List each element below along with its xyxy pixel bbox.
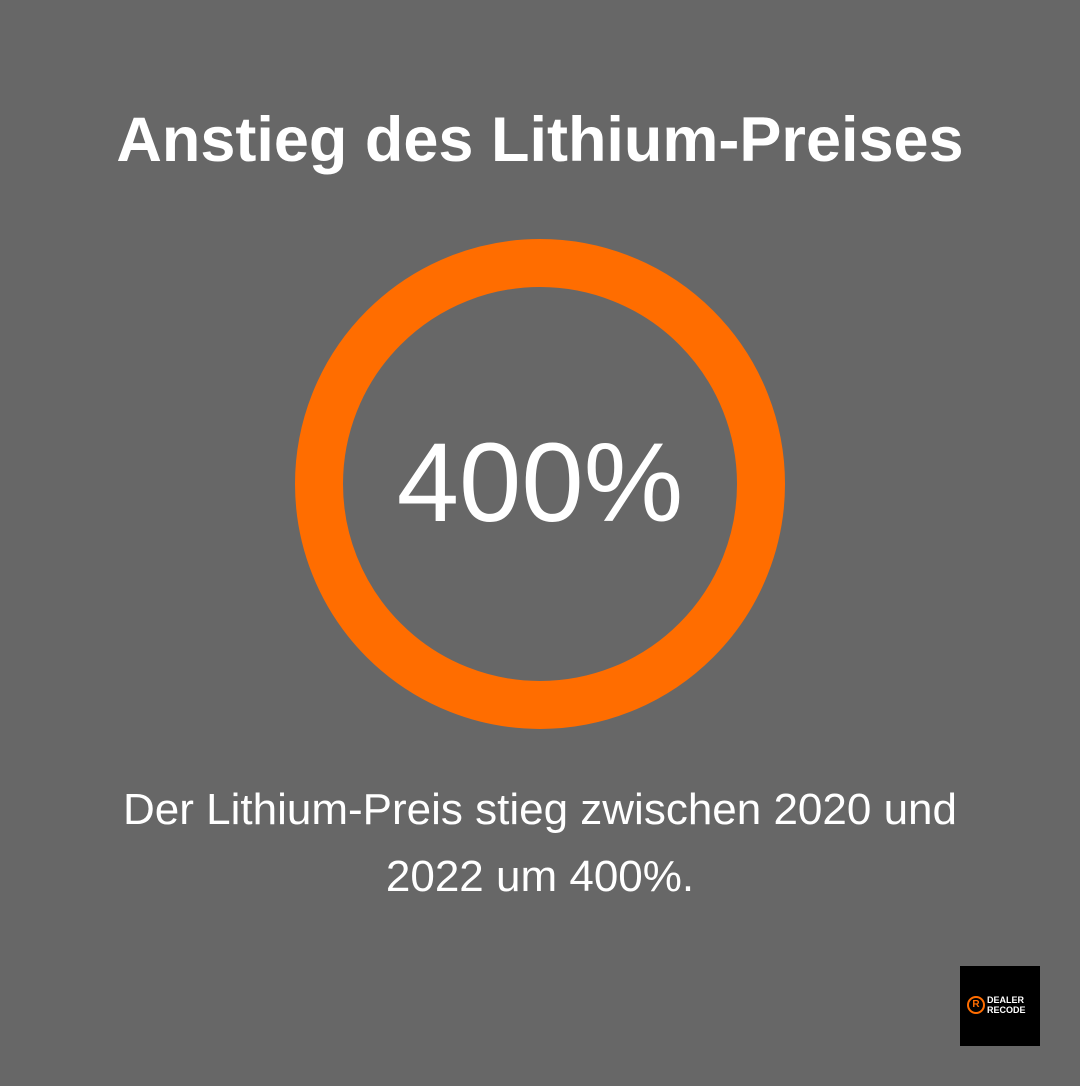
logo: R DEALER RECODE: [960, 966, 1040, 1046]
logo-text: DEALER: [987, 995, 1025, 1005]
ring: [295, 239, 785, 729]
title: Anstieg des Lithium-Preises: [116, 105, 964, 175]
stat-value: 400%: [396, 420, 684, 545]
logo-text: RECODE: [987, 1005, 1026, 1015]
logo-icon: R: [967, 996, 985, 1014]
description: Der Lithium-Preis stieg zwischen 2020 un…: [123, 785, 957, 901]
